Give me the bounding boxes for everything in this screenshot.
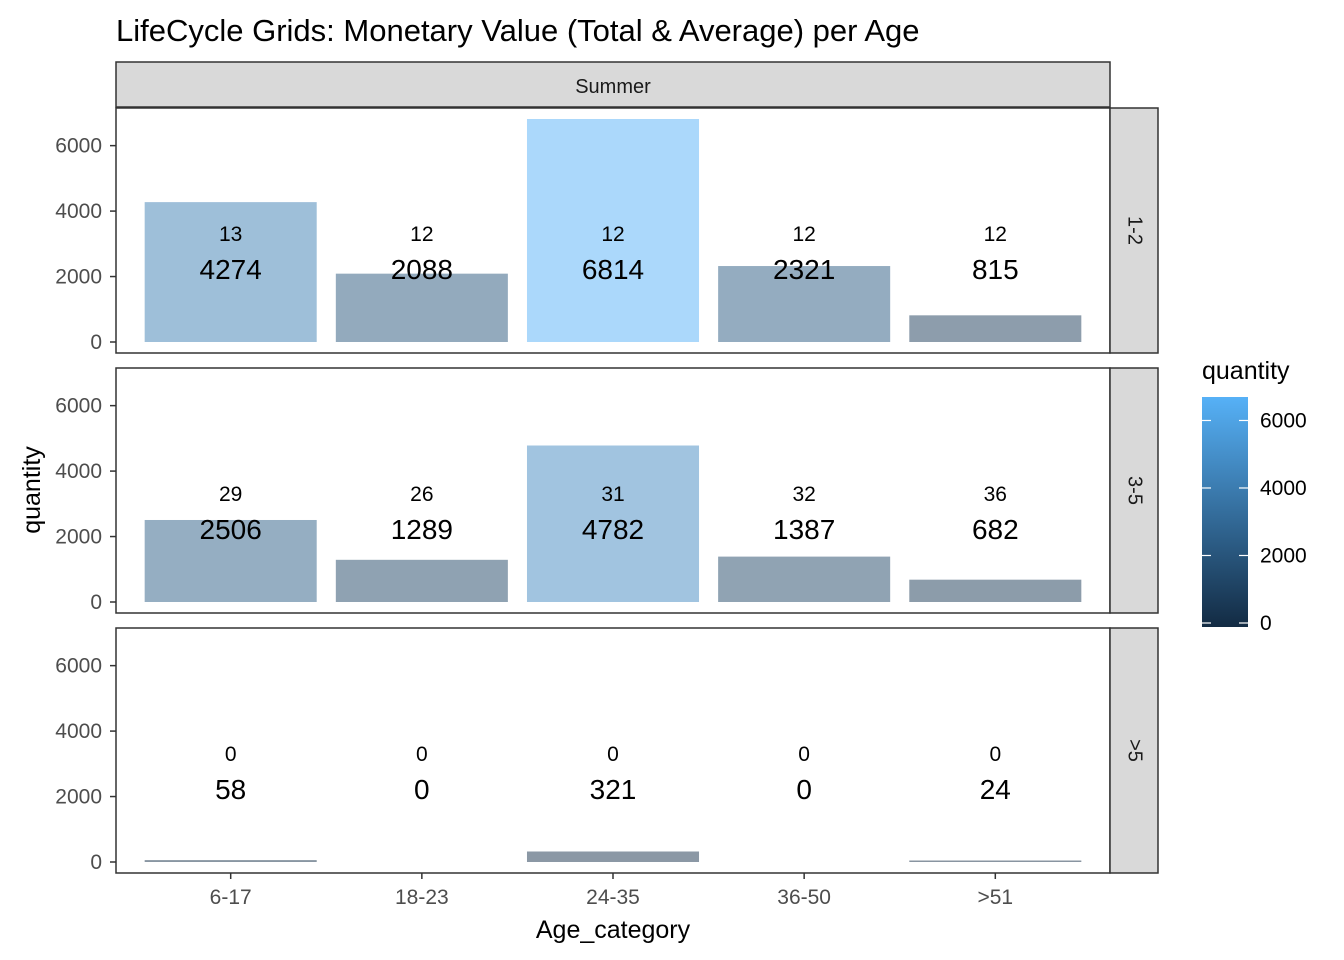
x-tick-label: >51	[977, 886, 1013, 909]
value-label: 2088	[391, 254, 453, 285]
row-strip	[1109, 627, 1159, 874]
count-label: 0	[989, 743, 1001, 766]
legend-tick-label: 6000	[1260, 409, 1307, 432]
panel-border	[115, 627, 1111, 874]
value-label: 0	[414, 774, 430, 805]
x-tick-label: 24-35	[586, 886, 640, 909]
value-label: 682	[972, 514, 1019, 545]
row-strip-label: 1-2	[1124, 216, 1146, 245]
y-axis-title: quantity	[18, 446, 46, 534]
legend-tick-label: 0	[1260, 612, 1272, 635]
value-label: 58	[215, 774, 246, 805]
y-tick-label: 6000	[55, 395, 102, 418]
column-strip-label: Summer	[575, 76, 651, 98]
bar-36-50	[718, 266, 891, 342]
value-label: 1387	[773, 514, 835, 545]
y-tick-label: 2000	[55, 526, 102, 549]
column-strip	[115, 61, 1111, 108]
row-strip	[1109, 367, 1159, 614]
row-strip-label: >5	[1124, 739, 1146, 762]
bar-18-23	[335, 273, 508, 342]
count-label: 0	[416, 743, 428, 766]
count-label: 12	[601, 223, 624, 246]
count-label: 0	[607, 743, 619, 766]
x-tick-label: 36-50	[777, 886, 831, 909]
panel-1: 0 2000 4000 6000 13 4274 12 2088 12 6814 12 2321 12 8…	[55, 107, 1159, 354]
legend-title: quantity	[1202, 357, 1290, 385]
value-label: 815	[972, 254, 1019, 285]
y-tick-label: 0	[90, 591, 102, 614]
x-tick-label: 18-23	[395, 886, 449, 909]
bar-18-23	[335, 559, 508, 602]
bar-6-17	[144, 860, 317, 862]
bar-36-50	[718, 556, 891, 602]
bar->51	[909, 860, 1082, 862]
value-label: 0	[796, 774, 812, 805]
count-label: 0	[225, 743, 237, 766]
legend: quantity 0 2000 4000 6000	[1202, 357, 1307, 635]
count-label: 13	[219, 223, 242, 246]
count-label: 12	[410, 223, 433, 246]
row-strip	[1109, 107, 1159, 354]
value-label: 24	[980, 774, 1011, 805]
bar->51	[909, 579, 1082, 602]
panel-3: 0 2000 4000 6000 0 58 0 0 0 321 0 0 0 24 >5 6-17 18-23 24…	[55, 627, 1159, 909]
row-strip-label: 3-5	[1124, 476, 1146, 505]
count-label: 12	[984, 223, 1007, 246]
value-label: 4782	[582, 514, 644, 545]
count-label: 0	[798, 743, 810, 766]
y-tick-label: 4000	[55, 460, 102, 483]
value-label: 4274	[200, 254, 262, 285]
value-label: 6814	[582, 254, 644, 285]
y-tick-label: 2000	[55, 266, 102, 289]
count-label: 31	[601, 483, 624, 506]
y-tick-label: 0	[90, 851, 102, 874]
legend-tick-label: 4000	[1260, 477, 1307, 500]
x-tick-label: 6-17	[210, 886, 252, 909]
bar-24-35	[526, 119, 700, 342]
count-label: 29	[219, 483, 242, 506]
y-tick-label: 4000	[55, 720, 102, 743]
y-tick-label: 6000	[55, 655, 102, 678]
legend-colorbar	[1202, 397, 1248, 627]
y-tick-label: 6000	[55, 135, 102, 158]
count-label: 36	[984, 483, 1007, 506]
bar-24-35	[526, 445, 700, 602]
value-label: 2506	[200, 514, 262, 545]
y-tick-label: 4000	[55, 200, 102, 223]
value-label: 1289	[391, 514, 453, 545]
legend-tick-label: 2000	[1260, 544, 1307, 567]
value-label: 2321	[773, 254, 835, 285]
bar->51	[909, 315, 1082, 342]
bar-24-35	[526, 851, 700, 862]
y-tick-label: 0	[90, 331, 102, 354]
chart-title: LifeCycle Grids: Monetary Value (Total &…	[116, 13, 920, 48]
panels-layer: 0200040006000134274122088126814122321128…	[55, 107, 1159, 909]
bar-6-17	[144, 202, 317, 342]
value-label: 321	[590, 774, 637, 805]
bar-6-17	[144, 519, 317, 602]
panel-2: 0 2000 4000 6000 29 2506 26 1289 31 4782 32 1387 36 6…	[55, 367, 1159, 614]
count-label: 12	[792, 223, 815, 246]
x-axis-title: Age_category	[536, 916, 691, 944]
count-label: 32	[792, 483, 815, 506]
y-tick-label: 2000	[55, 786, 102, 809]
count-label: 26	[410, 483, 433, 506]
